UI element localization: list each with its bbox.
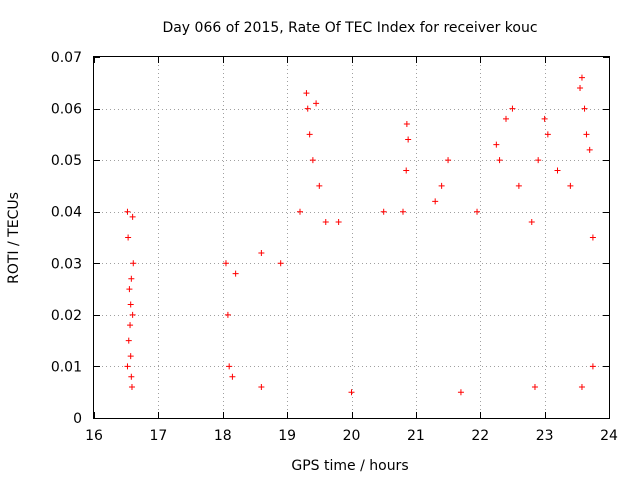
y-tick-label: 0.05 [51, 153, 82, 169]
data-point [224, 311, 231, 318]
x-tick-labels: 16 17 18 19 20 21 22 23 24 [85, 428, 618, 444]
data-point [124, 208, 131, 215]
data-point [258, 384, 265, 391]
data-point [322, 219, 329, 226]
data-point [445, 157, 452, 164]
data-point [130, 260, 137, 267]
x-tick-label: 17 [149, 428, 167, 444]
data-point [380, 208, 387, 215]
y-tick-label: 0.01 [51, 359, 82, 375]
data-point [232, 270, 239, 277]
data-point [457, 389, 464, 396]
data-point [528, 219, 535, 226]
data-point [124, 363, 131, 370]
data-point [578, 384, 585, 391]
y-tick-label: 0.02 [51, 308, 82, 324]
data-point [403, 167, 410, 174]
y-tick-label: 0 [73, 411, 82, 427]
data-point [127, 301, 134, 308]
data-point [432, 198, 439, 205]
y-tick-label: 0.04 [51, 205, 82, 221]
data-point [129, 213, 136, 220]
data-points [124, 74, 596, 396]
x-tick-label: 22 [471, 428, 489, 444]
data-point [303, 90, 310, 97]
data-point [554, 167, 561, 174]
x-tick-label: 21 [407, 428, 425, 444]
data-point [226, 363, 233, 370]
x-axis-label: GPS time / hours [291, 458, 408, 474]
data-point [535, 157, 542, 164]
data-point [493, 141, 500, 148]
data-point [128, 384, 135, 391]
y-axis-label: ROTI / TECUs [6, 192, 22, 284]
data-point [474, 208, 481, 215]
data-point [306, 131, 313, 138]
grid-lines [94, 57, 609, 418]
x-tick-label: 23 [536, 428, 554, 444]
x-tick-label: 20 [343, 428, 361, 444]
data-point [125, 337, 132, 344]
data-point [567, 182, 574, 189]
data-point [309, 157, 316, 164]
data-point [403, 121, 410, 128]
data-point [304, 105, 311, 112]
y-tick-label: 0.03 [51, 256, 82, 272]
axis-ticks [94, 57, 610, 419]
data-point [531, 384, 538, 391]
x-tick-label: 16 [85, 428, 103, 444]
y-tick-label: 0.07 [51, 50, 82, 66]
data-point [258, 249, 265, 256]
data-point [277, 260, 284, 267]
data-point [400, 208, 406, 215]
chart-title: Day 066 of 2015, Rate Of TEC Index for r… [162, 20, 537, 36]
data-point [222, 260, 229, 267]
data-point [509, 105, 516, 112]
data-point [126, 286, 133, 293]
plot-frame [93, 56, 610, 419]
data-point [316, 182, 323, 189]
data-point [581, 105, 588, 112]
data-point [496, 157, 503, 164]
data-point [515, 182, 522, 189]
data-point [127, 353, 134, 360]
x-tick-label: 18 [214, 428, 232, 444]
data-point [589, 234, 596, 241]
data-point [405, 136, 412, 143]
data-point [128, 275, 135, 282]
data-point [541, 115, 548, 122]
data-point [577, 84, 584, 91]
data-point [438, 182, 445, 189]
data-point [589, 363, 596, 370]
data-point [335, 219, 342, 226]
data-point [578, 74, 585, 81]
data-point [128, 373, 135, 380]
data-point [313, 100, 320, 107]
data-point [125, 234, 132, 241]
data-point [348, 389, 355, 396]
x-tick-label: 19 [278, 428, 296, 444]
data-point [229, 373, 236, 380]
y-tick-label: 0.06 [51, 102, 82, 118]
x-tick-label: 24 [600, 428, 618, 444]
data-point [586, 146, 593, 153]
data-point [129, 311, 136, 318]
data-point [297, 208, 303, 215]
data-point [127, 322, 134, 329]
data-point [544, 131, 551, 138]
y-tick-labels: 0 0.01 0.02 0.03 0.04 0.05 0.06 0.07 [51, 50, 82, 427]
data-point [503, 115, 509, 122]
data-point [583, 131, 590, 138]
